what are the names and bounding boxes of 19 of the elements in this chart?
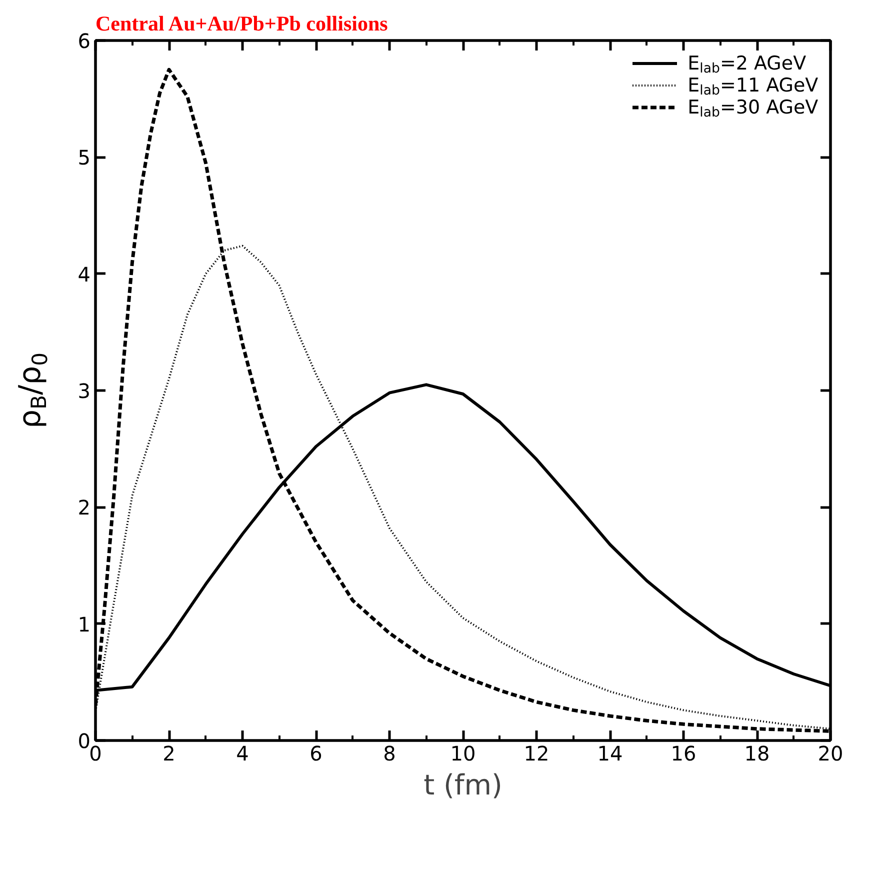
- x-tick-label: 18: [744, 742, 770, 766]
- chart-title: Central Au+Au/Pb+Pb collisions: [96, 12, 388, 36]
- y-axis-title: ρB/ρ0: [13, 352, 52, 428]
- x-tick-label: 2: [162, 742, 176, 766]
- x-axis-title: t (fm): [424, 768, 502, 802]
- y-tick-label: 4: [78, 262, 91, 286]
- x-tick-label: 10: [450, 742, 476, 766]
- y-tick-label: 6: [78, 29, 91, 53]
- y-tick-label: 1: [78, 612, 91, 636]
- x-tick-label: 16: [670, 742, 696, 766]
- x-tick-label: 6: [310, 742, 322, 766]
- y-tick-label: 5: [78, 146, 91, 170]
- x-tick-label: 12: [524, 742, 550, 766]
- y-tick-label: 3: [78, 379, 91, 403]
- x-tick-label: 14: [597, 742, 623, 766]
- x-tick-label: 20: [818, 742, 844, 766]
- x-tick-label: 8: [383, 742, 396, 766]
- y-tick-label: 2: [78, 496, 91, 520]
- x-tick-label: 4: [236, 742, 249, 766]
